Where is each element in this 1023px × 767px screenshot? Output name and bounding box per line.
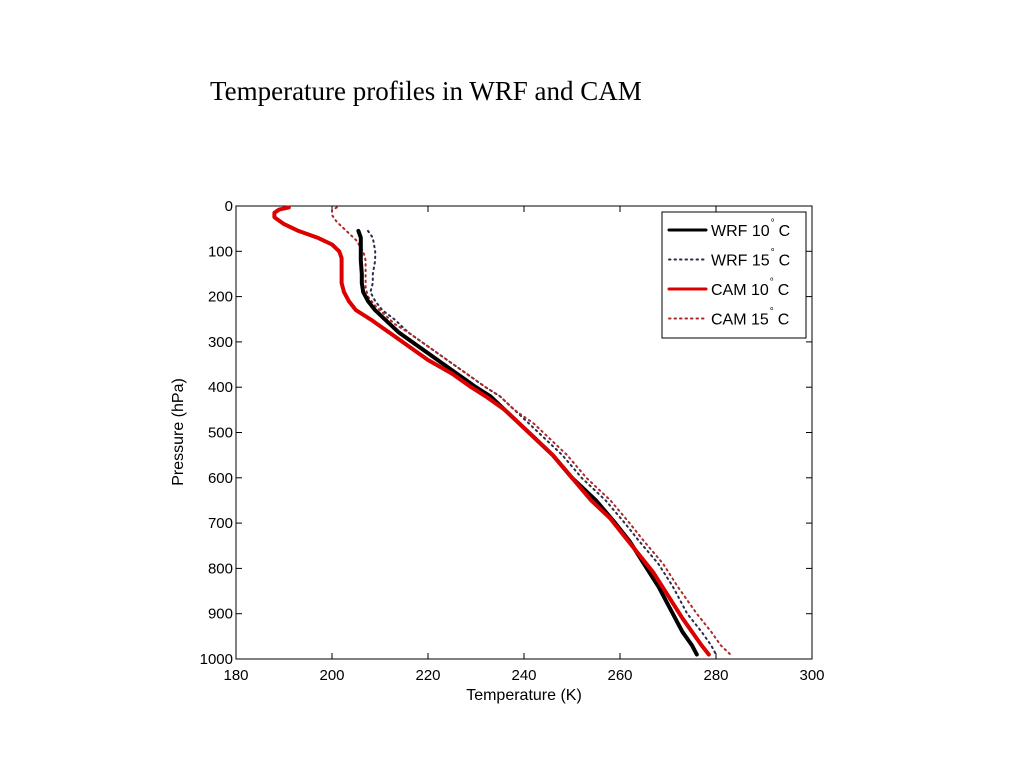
y-tick-label: 400: [208, 379, 233, 396]
legend-degree-symbol: °: [771, 248, 775, 259]
legend-unit: C: [779, 253, 791, 270]
series-layer: [272, 205, 732, 657]
legend-box: [661, 211, 807, 339]
x-tick-label: 180: [223, 667, 248, 684]
legend-label-cam-15: CAM 15: [711, 312, 769, 329]
x-tick-label: 200: [319, 667, 344, 684]
x-tick-label: 240: [511, 667, 536, 684]
y-tick-label: 1000: [200, 651, 233, 668]
x-tick-label: 220: [415, 667, 440, 684]
legend-label-wrf-10: WRF 10: [711, 223, 770, 240]
legend-degree-symbol: °: [771, 218, 775, 229]
legend-unit: C: [778, 282, 790, 299]
series-line-cam-15: [331, 206, 732, 656]
legend-label-cam-10: CAM 10: [711, 282, 769, 299]
legend-label-wrf-15: WRF 15: [711, 253, 770, 270]
slide-title: Temperature profiles in WRF and CAM: [210, 76, 642, 106]
y-tick-label: 200: [208, 289, 233, 306]
y-tick-label: 500: [208, 425, 233, 442]
legend-unit: C: [779, 223, 791, 240]
series-line-cam-10: [272, 205, 711, 657]
y-tick-label: 300: [208, 334, 233, 351]
axis-ticks: 180 200 220 240 260 280 300 0 100 200 300 400 500 600…: [200, 198, 825, 684]
x-tick-label: 260: [607, 667, 632, 684]
y-tick-label: 800: [208, 560, 233, 577]
y-tick-label: 100: [208, 243, 233, 260]
y-tick-label: 0: [225, 198, 233, 215]
y-tick-label: 600: [208, 470, 233, 487]
y-axis-label: Pressure (hPa): [170, 378, 187, 486]
x-tick-label: 280: [703, 667, 728, 684]
legend-unit: C: [778, 312, 790, 329]
legend-degree-symbol: °: [770, 307, 774, 318]
series-line-wrf-10: [356, 228, 699, 657]
y-tick-label: 900: [208, 606, 233, 623]
y-tick-label: 700: [208, 515, 233, 532]
x-axis-label: Temperature (K): [466, 687, 582, 704]
x-tick-label: 300: [799, 667, 824, 684]
legend-degree-symbol: °: [770, 277, 774, 288]
series-line-wrf-15: [367, 229, 717, 656]
